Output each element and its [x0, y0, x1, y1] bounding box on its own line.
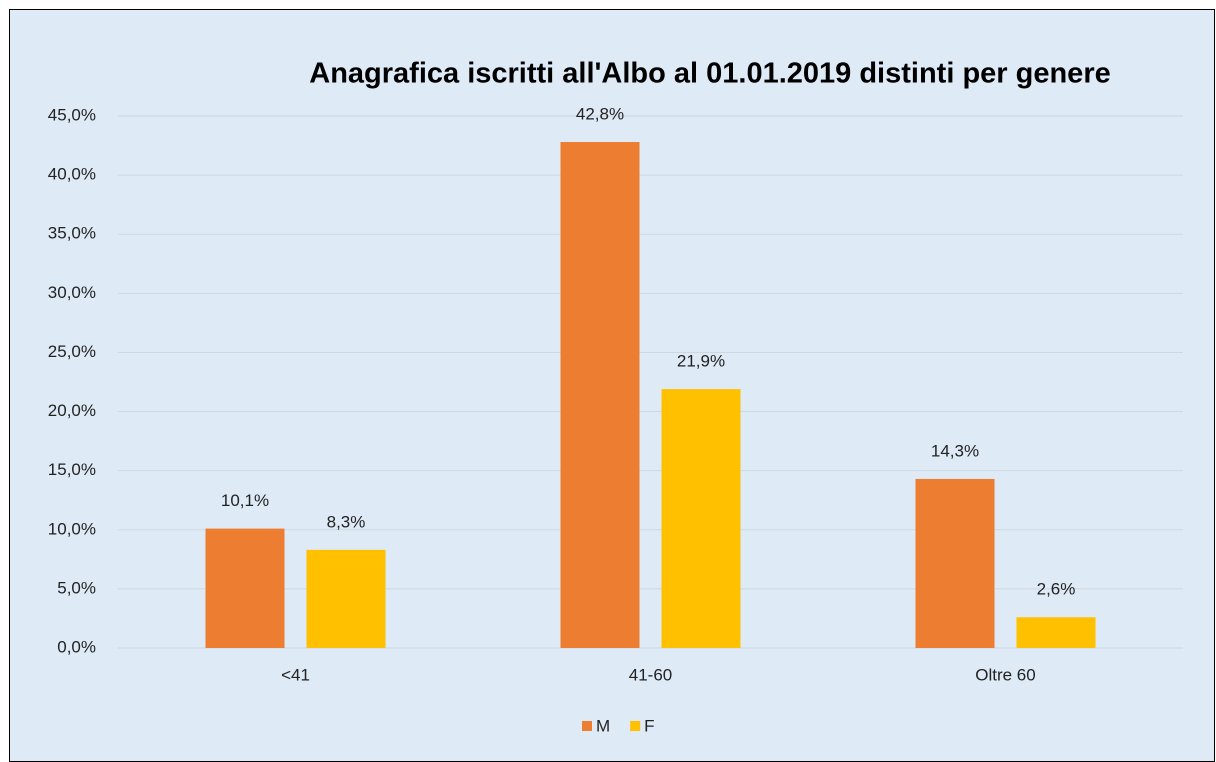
y-tick-label: 40,0% — [48, 165, 96, 184]
data-label: 10,1% — [221, 491, 269, 510]
bar — [1016, 617, 1096, 648]
y-tick-label: 30,0% — [48, 283, 96, 302]
legend-swatch — [630, 721, 641, 731]
bar — [306, 549, 386, 648]
y-tick-label: 15,0% — [48, 460, 96, 479]
x-tick-label: Oltre 60 — [975, 665, 1035, 684]
y-tick-label: 0,0% — [57, 637, 96, 656]
x-tick-label: <41 — [281, 665, 310, 684]
bar — [560, 142, 640, 648]
bar — [205, 528, 285, 648]
x-tick-label: 41-60 — [629, 665, 672, 684]
chart-title: Anagrafica iscritti all'Albo al 01.01.20… — [309, 58, 1110, 90]
legend-swatch — [582, 721, 592, 731]
legend-label: M — [596, 716, 610, 735]
legend-label: F — [644, 716, 654, 735]
y-tick-label: 45,0% — [48, 105, 96, 124]
data-label: 21,9% — [677, 352, 725, 371]
data-label: 42,8% — [576, 104, 624, 123]
y-tick-label: 20,0% — [48, 401, 96, 420]
y-tick-label: 35,0% — [48, 224, 96, 243]
bar — [915, 478, 995, 648]
data-label: 14,3% — [931, 441, 979, 460]
y-tick-label: 10,0% — [48, 519, 96, 538]
y-tick-label: 25,0% — [48, 342, 96, 361]
y-tick-label: 5,0% — [57, 578, 96, 597]
data-label: 2,6% — [1037, 580, 1076, 599]
data-label: 8,3% — [327, 512, 366, 531]
bar — [661, 389, 741, 648]
